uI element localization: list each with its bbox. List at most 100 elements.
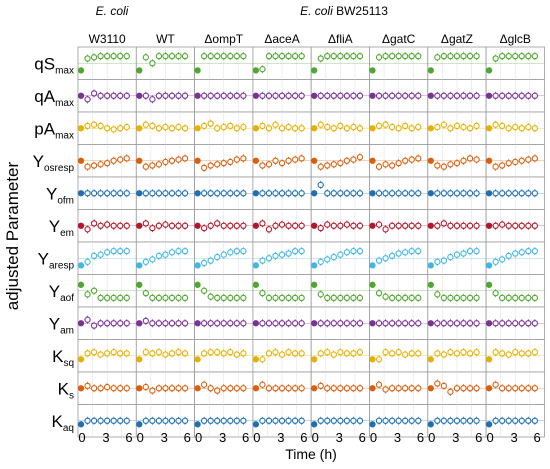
x-tick-label: 3 [394,430,401,445]
data-point [434,162,441,169]
data-point [492,190,499,197]
data-point [252,356,260,363]
data-point [220,294,227,302]
data-point [427,190,434,197]
data-point [149,417,156,424]
data-point [155,320,163,327]
data-point [317,320,324,327]
panel [427,371,487,405]
data-point [518,125,525,132]
data-point [200,122,208,130]
panel [369,144,429,178]
data-point [408,92,415,99]
data-point [84,226,91,233]
data-point [375,221,383,228]
panel [485,46,545,80]
data-point [485,92,493,99]
data-point [278,385,286,392]
data-point [227,320,234,327]
x-tick-label: 6 [533,430,540,445]
data-point [278,92,286,99]
data-point [84,190,91,197]
data-point [350,294,357,302]
data-point [402,249,409,256]
panel [135,111,196,145]
data-point [505,385,512,392]
data-point [200,259,208,267]
data-point [194,125,201,132]
data-point [330,52,337,60]
data-point [265,161,273,168]
data-point [330,253,337,261]
data-point [259,122,266,130]
data-point [298,417,305,424]
data-point [499,320,506,327]
data-point [194,222,201,229]
data-point [311,125,318,132]
data-point [369,92,376,99]
data-point [142,349,149,356]
row-label: qSmax [34,54,74,76]
panel [369,79,429,113]
data-point [227,122,234,130]
panel [310,144,370,178]
data-point [460,417,467,424]
data-point [447,52,454,60]
panel [135,404,196,438]
panel [194,209,254,243]
panel [135,339,196,373]
data-point [291,125,299,132]
data-point [233,294,240,302]
x-tick-label: 0 [78,430,85,445]
data-point [531,190,539,197]
data-point [259,220,266,227]
data-point [492,258,499,265]
data-point [149,256,156,263]
panel [194,144,254,178]
panel [310,79,370,113]
data-point [330,385,337,392]
data-point [485,157,493,164]
data-point [453,159,461,167]
data-point [447,388,454,395]
data-point [330,190,337,197]
data-point [382,320,389,327]
data-point [356,52,364,60]
x-tick-label: 3 [510,430,517,445]
data-point [142,317,149,325]
data-point [207,320,214,327]
data-point [499,52,506,60]
data-point [427,281,434,288]
data-point [149,60,156,67]
data-point [285,157,292,164]
data-point [77,356,85,363]
data-point [214,92,221,99]
data-point [460,320,467,327]
data-point [369,385,376,392]
panel [369,404,429,438]
data-point [97,52,104,60]
row-label: Yam [49,314,74,336]
data-point [343,125,351,132]
data-point [375,163,383,170]
data-point [104,52,111,60]
data-point [440,92,448,99]
data-point [525,190,532,197]
panel [194,339,254,373]
data-point [168,125,176,132]
data-point [272,385,279,392]
data-point [123,350,130,357]
panel [77,79,137,113]
data-point [408,222,415,229]
data-point [388,252,396,260]
data-point [252,92,260,99]
data-point [369,125,376,132]
data-point [214,320,221,327]
data-point [440,163,448,170]
data-point [311,262,318,269]
data-point [427,92,434,99]
data-point [427,385,434,392]
panel [194,306,254,340]
data-point [350,52,357,60]
data-point [512,320,519,327]
